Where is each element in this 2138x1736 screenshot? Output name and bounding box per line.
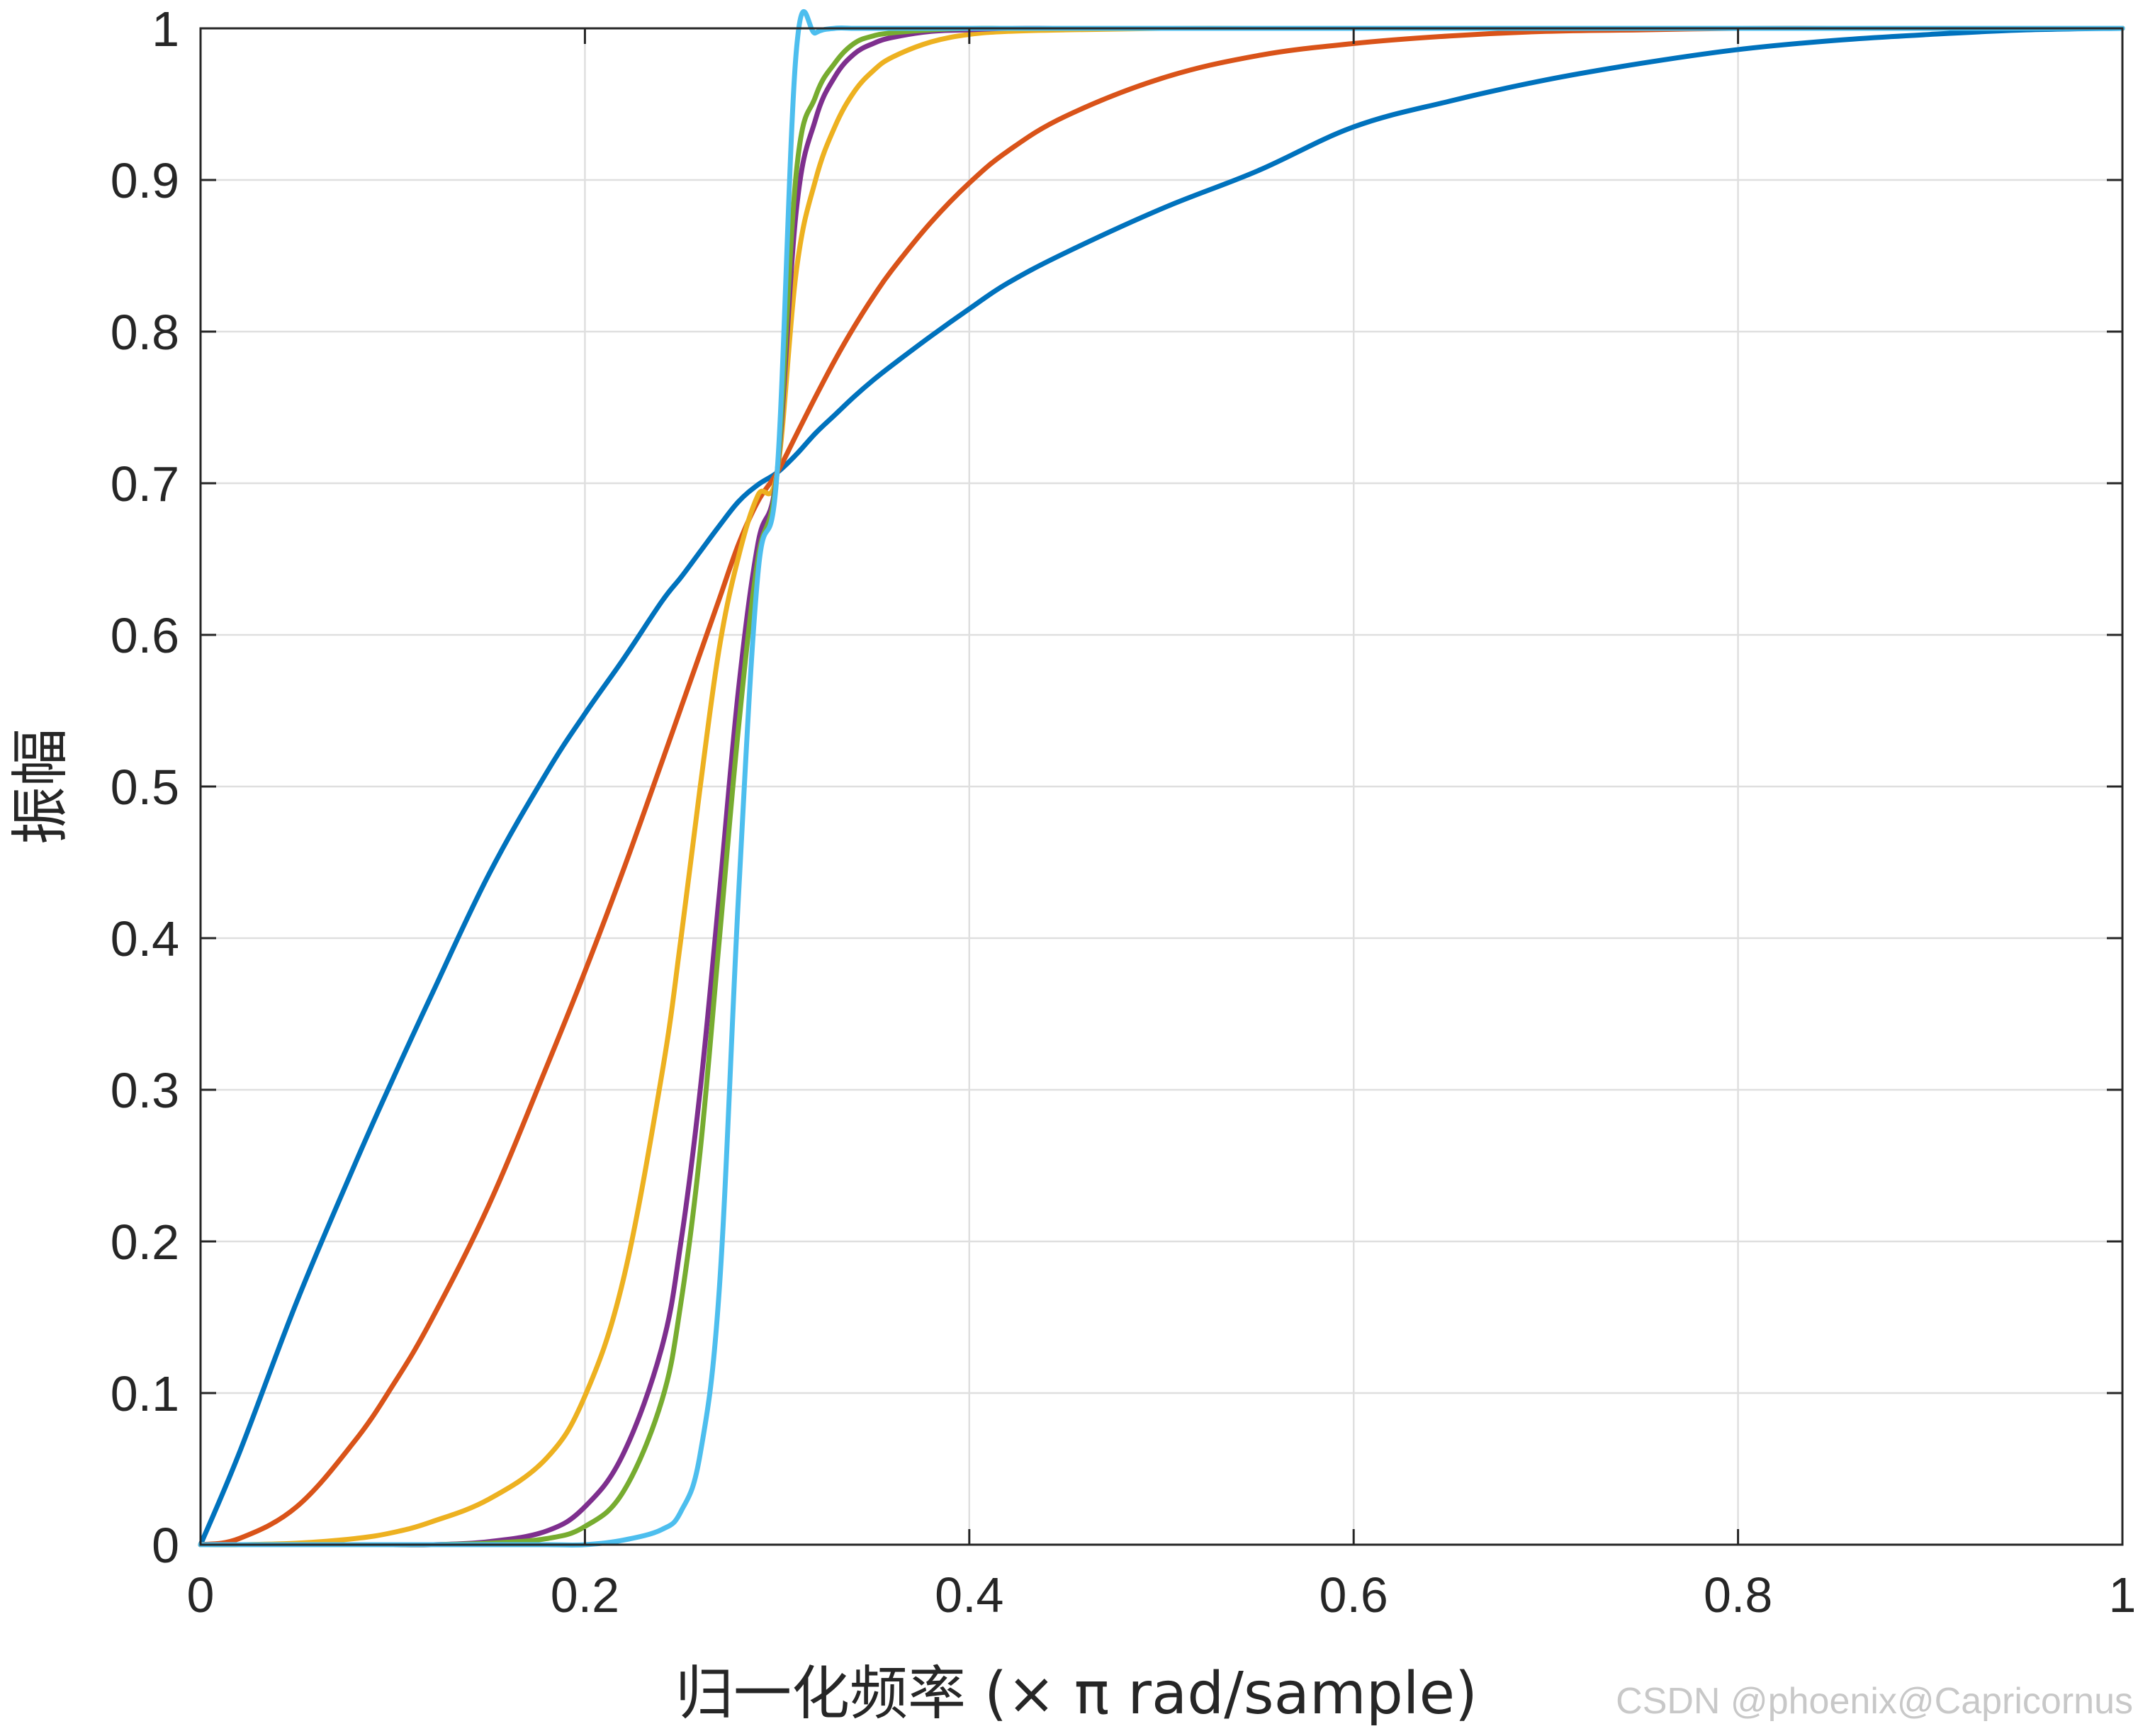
y-tick-label: 0.4 <box>111 911 179 966</box>
y-tick-label: 0.3 <box>111 1063 179 1118</box>
x-tick-label: 1 <box>2109 1567 2137 1623</box>
grid <box>201 28 2122 1545</box>
x-tick-label: 0.6 <box>1320 1567 1388 1623</box>
y-tick-label: 0.8 <box>111 305 179 360</box>
x-axis-label: 归一化频率 (× π rad/sample) <box>675 1660 1478 1727</box>
x-tick-label: 0.8 <box>1704 1567 1772 1623</box>
y-tick-label: 0.9 <box>111 153 179 208</box>
x-tick-label: 0 <box>187 1567 215 1623</box>
x-tick-label: 0.2 <box>551 1567 619 1623</box>
watermark: CSDN @phoenix@Capricornus <box>1616 1681 2133 1722</box>
y-tick-label: 0.6 <box>111 608 179 663</box>
y-tick-label: 0 <box>152 1518 179 1573</box>
y-tick-label: 0.2 <box>111 1214 179 1270</box>
axis-ticks: 0 0.2 0.4 0.6 0.8 1 0 0.1 0.2 0.3 0.4 0.5 0.6 0.7 0.8 0… <box>111 1 2137 1623</box>
y-axis-label: 振幅 <box>7 728 74 845</box>
y-tick-label: 0.1 <box>111 1366 179 1421</box>
y-tick-label: 1 <box>152 1 179 57</box>
series-line-1 <box>198 26 2125 1548</box>
x-tick-label: 0.4 <box>935 1567 1003 1623</box>
y-tick-label: 0.5 <box>111 760 179 815</box>
y-tick-label: 0.7 <box>111 456 179 512</box>
